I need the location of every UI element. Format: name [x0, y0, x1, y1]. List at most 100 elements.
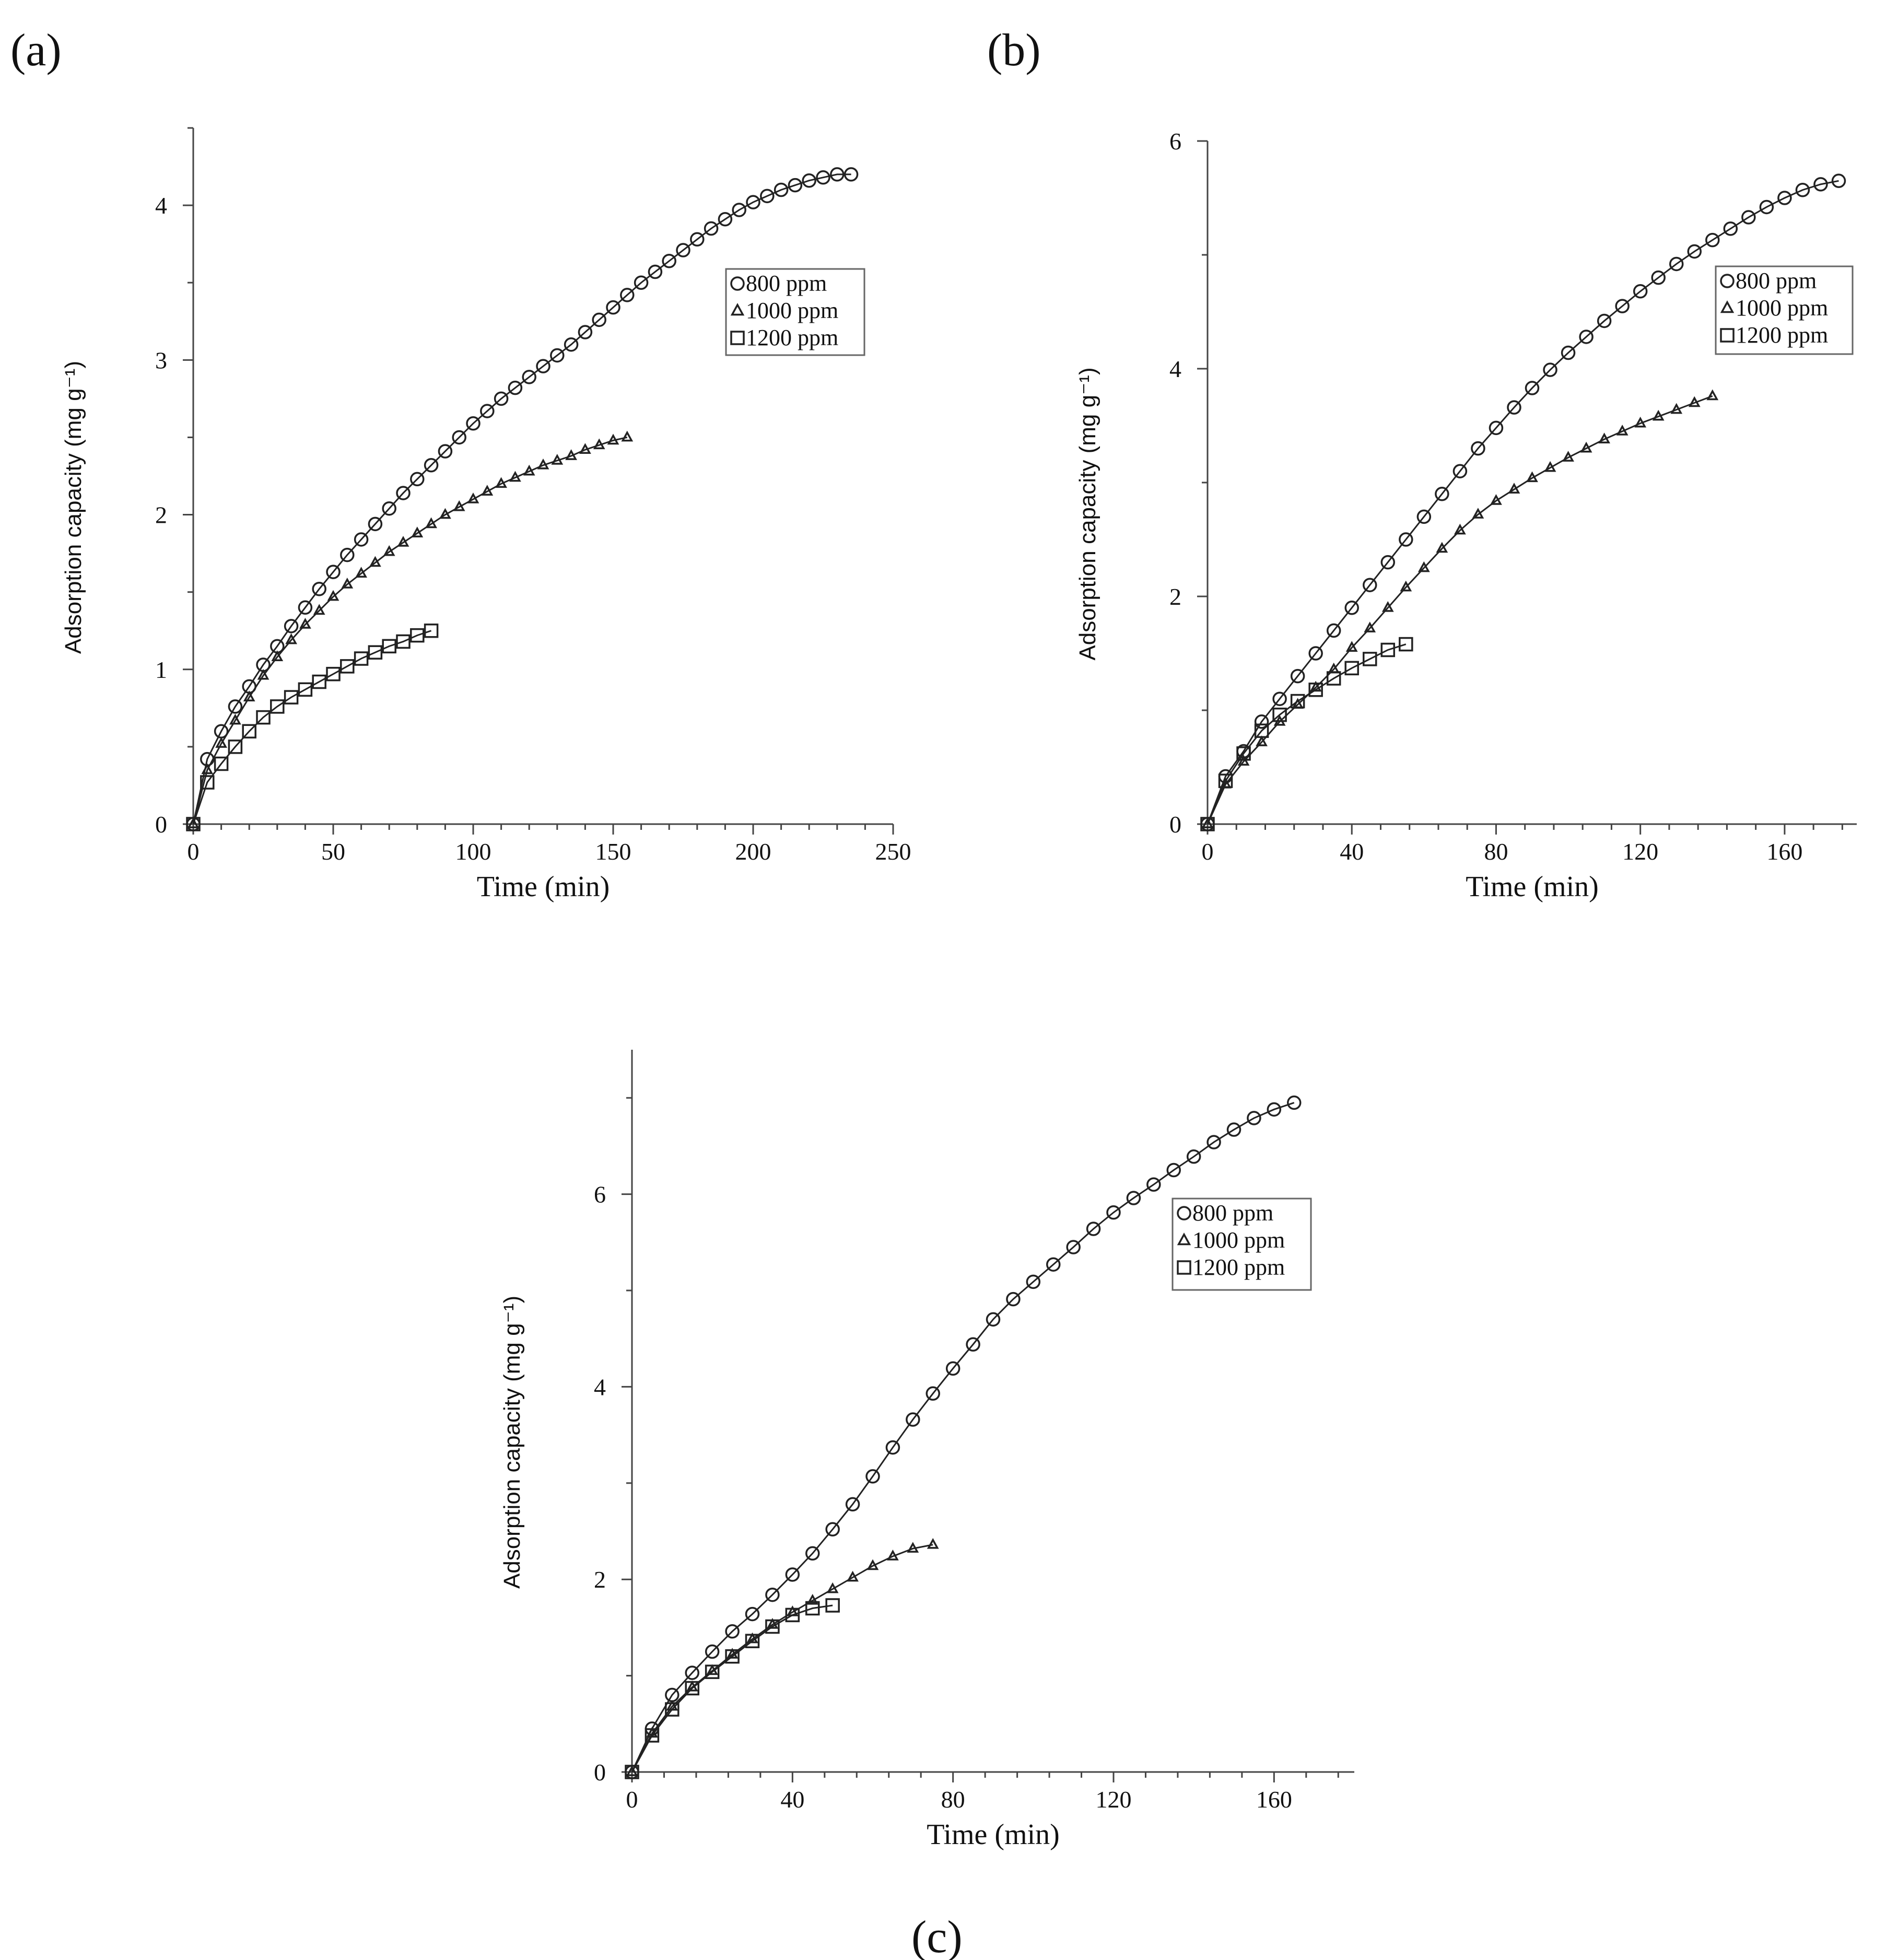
data-point-circle: [508, 380, 523, 395]
data-point-circle: [1046, 1257, 1061, 1272]
x-axis-title: Time (min): [1466, 871, 1599, 903]
panel-label: (b): [987, 25, 1041, 76]
data-point-circle: [1759, 199, 1774, 215]
data-point-circle: [1471, 441, 1485, 456]
x-tick-label: 40: [1340, 838, 1364, 865]
data-point-triangle: [453, 500, 465, 511]
legend-box: [725, 268, 865, 356]
legend-label: 1000 ppm: [1192, 1227, 1285, 1253]
data-point-circle: [1066, 1240, 1081, 1254]
legend-label: 800 ppm: [1736, 268, 1817, 294]
data-point-circle: [986, 1312, 1001, 1327]
data-point-circle: [1267, 1102, 1282, 1117]
data-point-square: [242, 724, 256, 739]
legend-label: 1000 ppm: [746, 298, 838, 323]
y-axis-title: Adsorption capacity (mg g⁻¹): [61, 361, 86, 654]
y-tick-label: 0: [594, 1759, 606, 1786]
data-point-circle: [1086, 1222, 1101, 1236]
data-point-square: [685, 1681, 699, 1696]
x-tick-label: 200: [735, 838, 771, 865]
series-line-3: [192, 630, 432, 825]
data-point-triangle: [481, 485, 494, 496]
data-point-triangle: [201, 763, 214, 774]
data-point-square: [200, 775, 215, 790]
data-point-triangle: [1652, 409, 1665, 421]
x-tick-label: 120: [1096, 1786, 1132, 1813]
data-point-square: [410, 628, 425, 643]
data-point-circle: [1543, 362, 1557, 377]
data-point-circle: [725, 1624, 740, 1639]
data-point-triangle: [439, 508, 451, 519]
data-point-triangle: [383, 545, 395, 556]
data-point-circle: [578, 325, 593, 339]
data-point-triangle: [607, 433, 619, 445]
data-point-square: [1344, 661, 1359, 676]
x-tick-label: 160: [1766, 838, 1802, 865]
data-point-circle: [340, 547, 355, 562]
data-point-triangle: [887, 1550, 899, 1560]
data-point-circle: [438, 444, 453, 459]
data-point-circle: [1247, 1111, 1261, 1125]
data-point-triangle: [1562, 451, 1574, 462]
data-point-circle: [1344, 601, 1359, 615]
data-point-triangle: [523, 464, 535, 476]
x-tick-label: 40: [780, 1786, 804, 1813]
y-tick-label: 0: [1169, 811, 1181, 838]
data-point-triangle: [411, 526, 424, 537]
data-point-circle: [1597, 313, 1612, 328]
data-point-triangle: [215, 737, 227, 748]
data-point-circle: [830, 167, 845, 182]
legend-marker-square: [1177, 1260, 1191, 1275]
data-point-circle: [676, 243, 690, 257]
data-point-square: [368, 645, 383, 660]
data-point-triangle: [1526, 471, 1538, 483]
data-point-square: [270, 699, 285, 714]
data-point-circle: [802, 173, 816, 188]
data-point-square: [765, 1619, 780, 1634]
data-point-circle: [718, 212, 733, 227]
y-tick-label: 1: [155, 656, 167, 683]
data-point-triangle: [927, 1538, 939, 1549]
y-tick-label: 2: [594, 1566, 606, 1593]
legend-label: 1200 ppm: [1736, 322, 1828, 348]
data-point-circle: [1006, 1292, 1021, 1307]
data-point-circle: [382, 501, 396, 516]
data-point-square: [312, 674, 326, 689]
data-point-square: [186, 817, 201, 831]
data-point-square: [1254, 723, 1269, 738]
data-point-circle: [1651, 270, 1666, 285]
data-point-circle: [1633, 284, 1648, 299]
data-point-triangle: [1688, 396, 1701, 407]
data-point-circle: [284, 619, 299, 633]
data-point-triangle: [243, 690, 255, 701]
x-tick-label: 0: [626, 1786, 638, 1813]
data-point-circle: [785, 1567, 800, 1582]
data-point-square: [1218, 773, 1233, 788]
data-point-circle: [788, 178, 803, 193]
series-line-1: [631, 1101, 1295, 1773]
data-point-square: [340, 659, 355, 674]
data-point-triangle: [495, 477, 507, 488]
data-point-triangle: [766, 1618, 779, 1629]
data-point-square: [424, 623, 439, 638]
data-point-square: [396, 634, 411, 649]
legend-marker-circle: [1177, 1206, 1191, 1220]
data-point-triangle: [1454, 523, 1466, 535]
data-point-square: [1380, 642, 1396, 658]
data-point-circle: [1326, 623, 1341, 638]
legend-marker-circle: [1720, 274, 1735, 288]
data-point-circle: [1287, 1095, 1302, 1110]
data-point-square: [1290, 694, 1305, 709]
data-point-circle: [1272, 691, 1287, 706]
data-point-circle: [298, 600, 313, 615]
data-point-triangle: [1490, 494, 1502, 505]
data-point-triangle: [467, 492, 479, 503]
legend-box: [1172, 1198, 1312, 1291]
data-point-square: [354, 651, 369, 666]
data-point-square: [825, 1598, 840, 1613]
data-point-triangle: [826, 1582, 839, 1593]
legend-marker-circle: [730, 276, 745, 291]
data-point-circle: [354, 532, 369, 547]
data-point-circle: [1290, 668, 1305, 684]
